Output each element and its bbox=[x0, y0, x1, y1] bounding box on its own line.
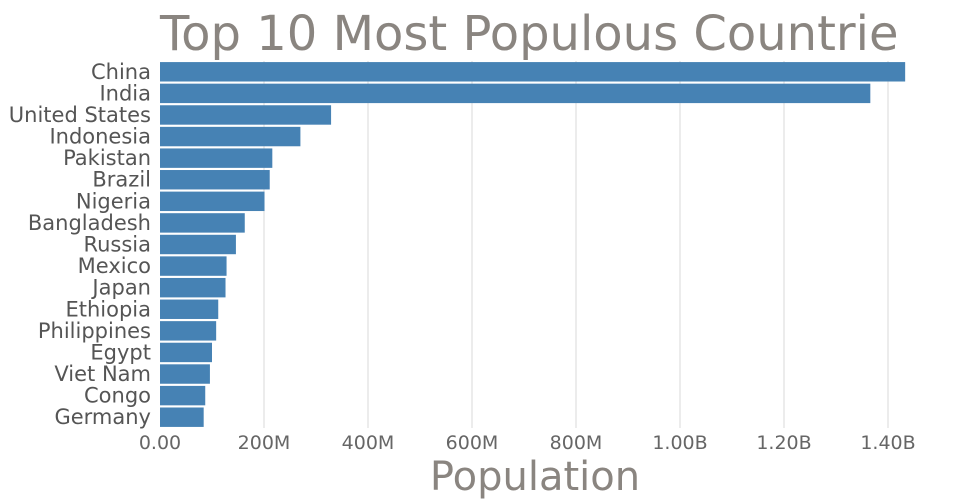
gridlines bbox=[263, 61, 889, 428]
category-label: Mexico bbox=[78, 254, 151, 278]
category-label: Brazil bbox=[92, 168, 151, 192]
chart-title: Top 10 Most Populous Countrie bbox=[159, 6, 899, 62]
x-tick-labels: 0.00 200M 400M 600M 800M 1.00B 1.20B 1.40B bbox=[139, 432, 916, 454]
bar bbox=[160, 62, 906, 82]
bar bbox=[160, 321, 217, 341]
bar bbox=[160, 191, 265, 212]
bar bbox=[160, 256, 227, 276]
x-axis-label: Population bbox=[430, 454, 640, 500]
bar bbox=[160, 105, 332, 125]
bar bbox=[160, 148, 273, 168]
x-tick-label: 600M bbox=[446, 432, 499, 454]
bar bbox=[160, 364, 210, 384]
category-label: Pakistan bbox=[63, 146, 151, 170]
bars bbox=[160, 62, 906, 427]
bar bbox=[160, 277, 226, 298]
bar bbox=[160, 170, 270, 190]
category-label: United States bbox=[9, 103, 151, 127]
bar bbox=[160, 342, 212, 363]
x-tick-label: 1.40B bbox=[860, 432, 915, 454]
bar bbox=[160, 234, 236, 255]
category-label: Germany bbox=[54, 405, 151, 429]
bar bbox=[160, 213, 245, 233]
x-tick-label: 400M bbox=[342, 432, 395, 454]
category-label: Congo bbox=[84, 384, 151, 408]
category-label: Ethiopia bbox=[65, 297, 151, 321]
category-label: Philippines bbox=[38, 319, 151, 343]
category-label: Viet Nam bbox=[54, 362, 151, 386]
category-label: Russia bbox=[83, 233, 151, 257]
bar bbox=[160, 83, 871, 104]
x-tick-label: 200M bbox=[238, 432, 291, 454]
bar bbox=[160, 126, 301, 147]
bar bbox=[160, 299, 219, 319]
x-tick-label: 1.20B bbox=[756, 432, 811, 454]
bar bbox=[160, 385, 206, 406]
x-tick-label: 800M bbox=[550, 432, 603, 454]
x-tick-label: 1.00B bbox=[652, 432, 707, 454]
category-label: Indonesia bbox=[49, 125, 151, 149]
category-label: Japan bbox=[90, 276, 151, 300]
category-label: China bbox=[91, 60, 151, 84]
category-label: Nigeria bbox=[76, 189, 151, 213]
x-tick-label: 0.00 bbox=[139, 432, 181, 454]
category-label: Bangladesh bbox=[28, 211, 151, 235]
category-label: India bbox=[99, 81, 151, 105]
category-label: Egypt bbox=[90, 340, 151, 364]
bar bbox=[160, 407, 204, 427]
